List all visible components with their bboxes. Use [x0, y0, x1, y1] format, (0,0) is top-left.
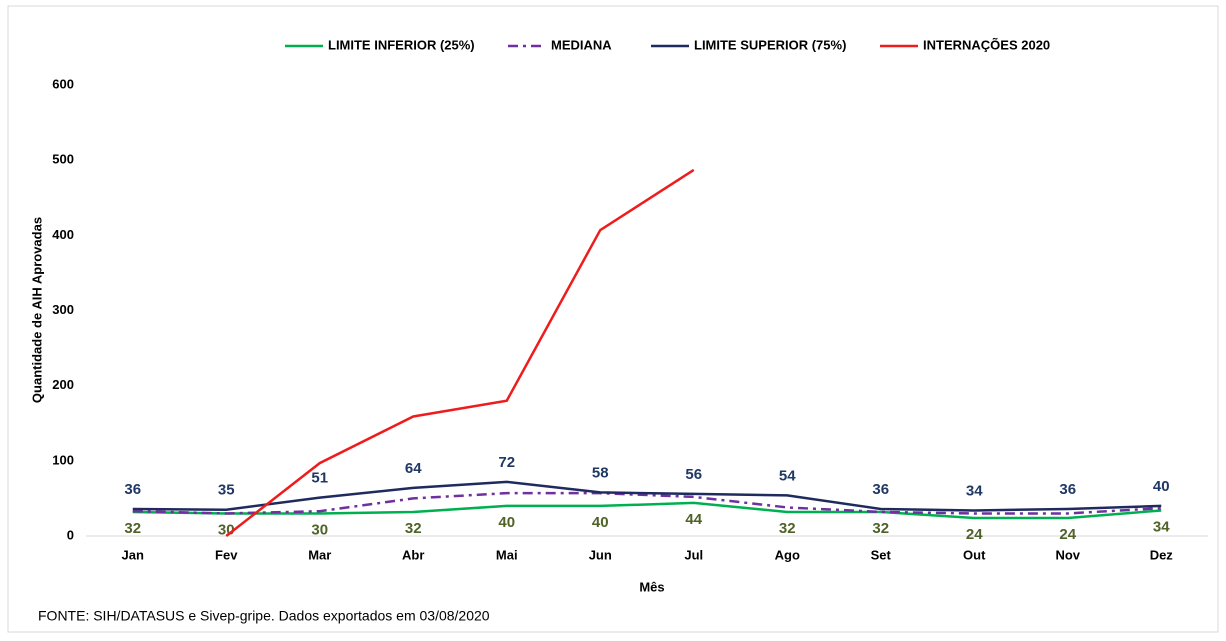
data-label: 56 — [685, 466, 702, 483]
y-tick-label: 600 — [52, 76, 74, 91]
series-line — [132, 480, 1162, 512]
y-tick-label: 0 — [67, 527, 74, 542]
legend-label: LIMITE SUPERIOR (75%) — [694, 37, 846, 52]
data-label: 32 — [124, 520, 141, 537]
x-tick-label: Jul — [684, 547, 703, 562]
legend-label: MEDIANA — [551, 37, 612, 52]
data-label: 36 — [872, 481, 889, 498]
data-label: 34 — [966, 482, 983, 499]
x-tick-label: Jun — [589, 547, 612, 562]
legend-label: INTERNAÇÕES 2020 — [923, 37, 1050, 52]
data-label: 40 — [592, 514, 609, 531]
y-tick-label: 100 — [52, 452, 74, 467]
chart-frame — [7, 5, 1219, 633]
y-axis-title: Quantidade de AIH Aprovadas — [29, 217, 44, 403]
data-label: 64 — [405, 460, 422, 477]
x-tick-label: Mai — [496, 547, 518, 562]
x-tick-label: Nov — [1055, 547, 1080, 562]
x-tick-label: Mar — [308, 547, 331, 562]
data-label: 32 — [779, 520, 796, 537]
data-label: 30 — [311, 521, 328, 538]
data-label: 32 — [405, 520, 422, 537]
data-label: 40 — [1153, 478, 1170, 495]
data-label: 24 — [966, 526, 983, 543]
data-label: 72 — [498, 454, 515, 471]
x-axis-title: Mês — [639, 579, 664, 594]
y-tick-label: 200 — [52, 377, 74, 392]
data-label: 54 — [779, 467, 796, 484]
y-tick-label: 300 — [52, 302, 74, 317]
data-label: 40 — [498, 514, 515, 531]
data-label: 36 — [124, 481, 141, 498]
x-tick-label: Fev — [215, 547, 238, 562]
data-label: 34 — [1153, 518, 1170, 535]
series-line — [132, 501, 1162, 520]
x-tick-label: Jan — [122, 547, 144, 562]
data-label: 36 — [1059, 481, 1076, 498]
legend-label: LIMITE INFERIOR (25%) — [328, 37, 475, 52]
x-tick-label: Out — [963, 547, 986, 562]
data-label: 44 — [685, 511, 702, 528]
data-label: 35 — [218, 482, 235, 499]
x-tick-label: Abr — [402, 547, 424, 562]
source-note: FONTE: SIH/DATASUS e Sivep-gripe. Dados … — [38, 608, 490, 624]
x-tick-label: Set — [871, 547, 892, 562]
series-line — [225, 168, 695, 537]
data-label: 24 — [1059, 526, 1076, 543]
y-tick-label: 400 — [52, 227, 74, 242]
y-tick-label: 500 — [52, 152, 74, 167]
data-label: 51 — [311, 470, 328, 487]
data-label: 58 — [592, 464, 609, 481]
series-line — [132, 491, 1162, 515]
data-label: 32 — [872, 520, 889, 537]
x-tick-label: Ago — [775, 547, 800, 562]
x-tick-label: Dez — [1150, 547, 1174, 562]
